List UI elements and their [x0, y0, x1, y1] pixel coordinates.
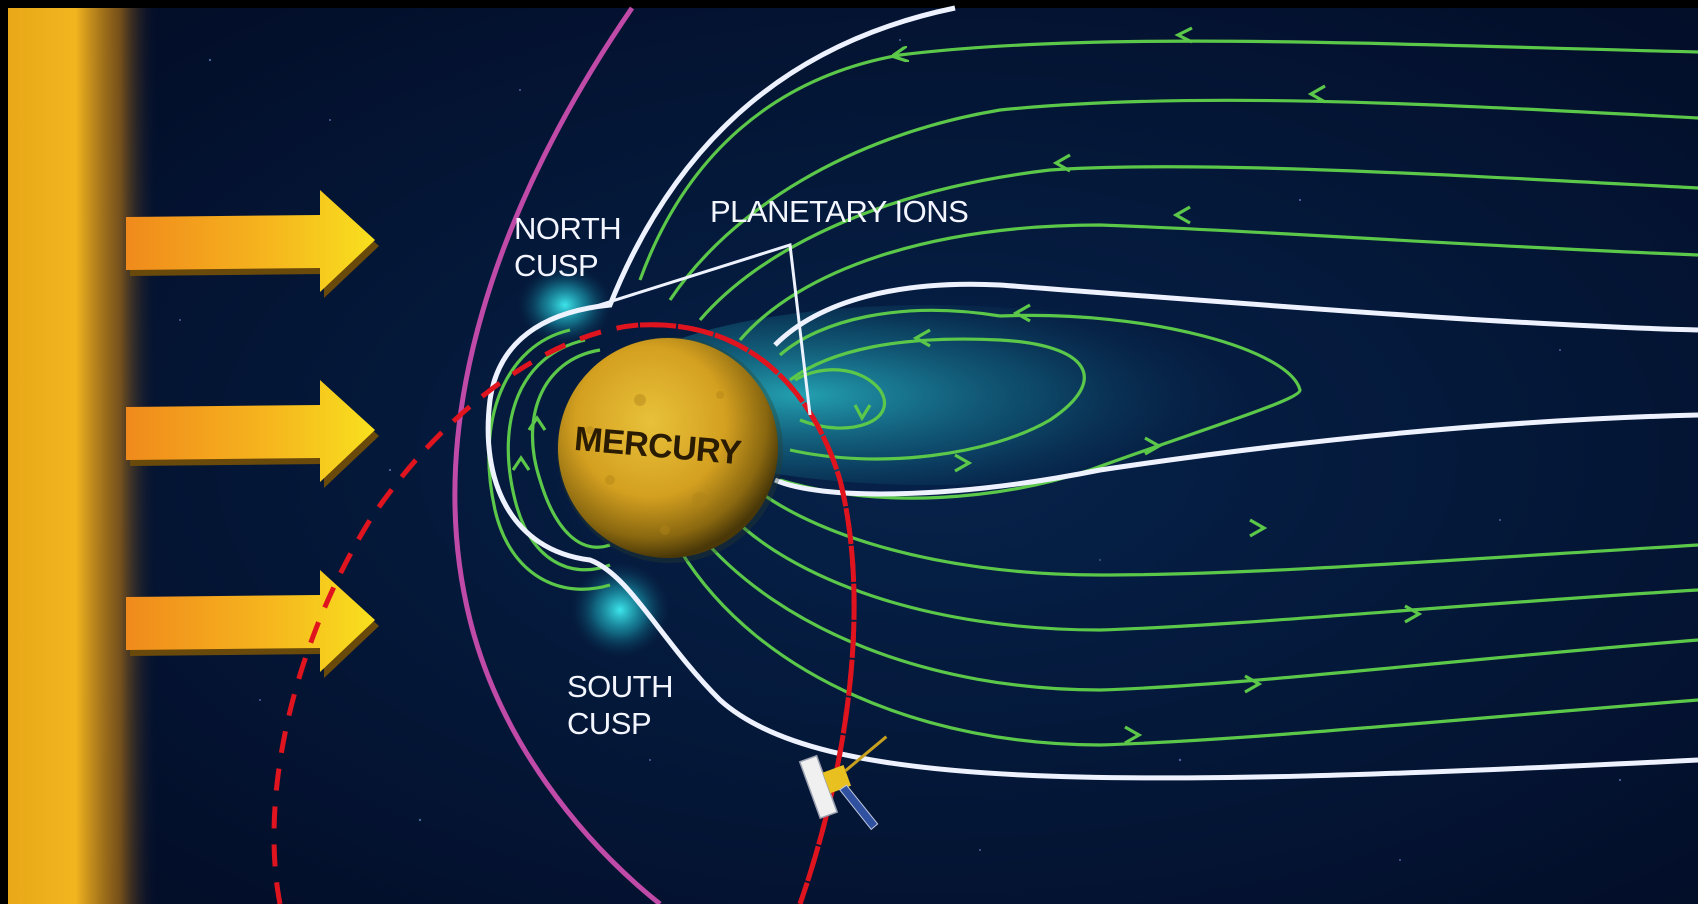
magnetic-field-lines	[487, 39, 1698, 747]
mercury-planet	[558, 338, 778, 558]
north-cusp-label-line1: NORTH	[514, 211, 621, 246]
solar-wind-arrows	[126, 190, 379, 678]
south-cusp-label-line1: SOUTH	[567, 669, 673, 704]
south-cusp-label-line2: CUSP	[567, 706, 651, 741]
south-cusp-glow	[570, 562, 670, 658]
planet-craters	[586, 391, 724, 535]
planetary-ions-label: PLANETARY IONS	[710, 194, 968, 229]
magnetopause	[485, 5, 1698, 781]
north-cusp-label-line2: CUSP	[514, 248, 598, 283]
spacecraft-orbit	[271, 322, 857, 904]
bow-shock	[452, 6, 662, 904]
planetary-ions-pointer	[589, 243, 812, 416]
spacecraft-icon	[798, 735, 888, 831]
solar-wind-arrow	[126, 190, 379, 298]
solar-wind-arrow	[126, 380, 379, 488]
solar-wind-arrow	[126, 570, 379, 678]
field-line-arrows	[511, 26, 1423, 745]
star-field	[179, 39, 1622, 861]
